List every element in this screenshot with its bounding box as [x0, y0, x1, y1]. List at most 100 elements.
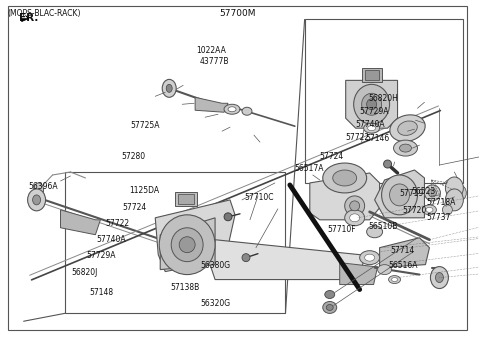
Ellipse shape [392, 277, 397, 282]
Polygon shape [346, 80, 397, 128]
Bar [65, 172, 286, 313]
Ellipse shape [323, 163, 367, 193]
Ellipse shape [390, 115, 425, 142]
Bar [365, 70, 379, 80]
Ellipse shape [179, 237, 195, 253]
Ellipse shape [242, 107, 252, 115]
Ellipse shape [443, 205, 452, 215]
Text: 57714: 57714 [391, 246, 415, 255]
Ellipse shape [242, 254, 250, 262]
Text: 43777B: 43777B [199, 57, 229, 66]
Text: 57724: 57724 [319, 152, 343, 161]
Ellipse shape [452, 185, 467, 201]
Ellipse shape [361, 93, 382, 115]
Text: 57720: 57720 [403, 206, 427, 215]
Text: 57724: 57724 [123, 203, 147, 212]
Text: 1022AA: 1022AA [196, 46, 226, 55]
Text: (MOPS-BLAC-RACK): (MOPS-BLAC-RACK) [8, 9, 81, 17]
Bar [305, 20, 463, 184]
Ellipse shape [398, 121, 417, 135]
Polygon shape [60, 210, 100, 235]
Text: 56380G: 56380G [201, 261, 231, 270]
Polygon shape [22, 16, 29, 22]
Ellipse shape [323, 301, 336, 314]
Polygon shape [155, 200, 235, 272]
Text: 56523: 56523 [411, 188, 435, 197]
Ellipse shape [429, 189, 436, 197]
Text: FR.: FR. [19, 13, 38, 23]
Ellipse shape [224, 104, 240, 114]
Ellipse shape [166, 84, 172, 92]
Ellipse shape [426, 208, 433, 212]
Ellipse shape [354, 84, 390, 124]
Ellipse shape [435, 273, 444, 283]
Ellipse shape [350, 214, 360, 222]
Text: 57729A: 57729A [360, 107, 389, 116]
Text: 56820J: 56820J [72, 268, 98, 277]
Text: 57700M: 57700M [219, 9, 256, 17]
Text: 57710C: 57710C [245, 193, 274, 202]
Bar [361, 68, 382, 82]
Text: 57719: 57719 [399, 189, 423, 198]
Polygon shape [310, 173, 380, 220]
Ellipse shape [228, 107, 236, 112]
Text: 57722: 57722 [345, 133, 370, 142]
Ellipse shape [422, 205, 436, 215]
Polygon shape [340, 263, 378, 285]
Text: 57710F: 57710F [327, 225, 356, 234]
Text: 57146: 57146 [365, 133, 390, 143]
Ellipse shape [28, 189, 46, 211]
Text: 56510B: 56510B [368, 222, 397, 230]
Ellipse shape [333, 170, 357, 186]
Text: 57718A: 57718A [427, 198, 456, 207]
Text: 57740A: 57740A [355, 120, 384, 129]
Polygon shape [195, 97, 228, 112]
Ellipse shape [445, 177, 463, 199]
Ellipse shape [159, 215, 215, 275]
Bar [175, 192, 197, 206]
Ellipse shape [34, 183, 44, 197]
Ellipse shape [345, 210, 365, 226]
Polygon shape [210, 240, 365, 280]
Ellipse shape [424, 185, 441, 201]
Ellipse shape [378, 264, 392, 275]
Ellipse shape [389, 275, 400, 284]
Polygon shape [380, 238, 430, 268]
Ellipse shape [360, 251, 380, 264]
Text: 57722: 57722 [105, 219, 129, 228]
Polygon shape [160, 218, 215, 270]
Ellipse shape [367, 99, 377, 110]
Ellipse shape [394, 140, 418, 156]
Ellipse shape [224, 213, 232, 221]
Ellipse shape [431, 267, 448, 288]
Text: 56516A: 56516A [388, 261, 418, 270]
Polygon shape [374, 170, 424, 218]
Ellipse shape [350, 201, 360, 211]
Text: 56517A: 56517A [295, 164, 324, 173]
Ellipse shape [368, 126, 376, 131]
Text: 57148: 57148 [89, 288, 113, 297]
Text: 56396A: 56396A [28, 182, 58, 191]
Text: 57737: 57737 [427, 213, 451, 222]
Text: 57138B: 57138B [170, 283, 200, 292]
Text: 1125DA: 1125DA [129, 186, 159, 195]
Text: 57280: 57280 [121, 152, 145, 161]
Ellipse shape [445, 189, 463, 211]
Ellipse shape [365, 254, 374, 261]
Bar [178, 194, 194, 204]
Ellipse shape [325, 291, 335, 298]
Text: 57740A: 57740A [96, 235, 126, 244]
Text: 56320G: 56320G [201, 298, 231, 308]
Ellipse shape [390, 184, 409, 206]
Ellipse shape [367, 226, 383, 238]
Ellipse shape [162, 79, 176, 97]
Ellipse shape [382, 175, 418, 215]
Ellipse shape [399, 144, 411, 152]
Ellipse shape [326, 305, 333, 310]
Ellipse shape [384, 160, 392, 168]
Ellipse shape [345, 196, 365, 216]
Text: 56820H: 56820H [368, 94, 398, 103]
Text: 57729A: 57729A [86, 251, 115, 260]
Ellipse shape [364, 123, 380, 133]
Ellipse shape [33, 195, 41, 205]
